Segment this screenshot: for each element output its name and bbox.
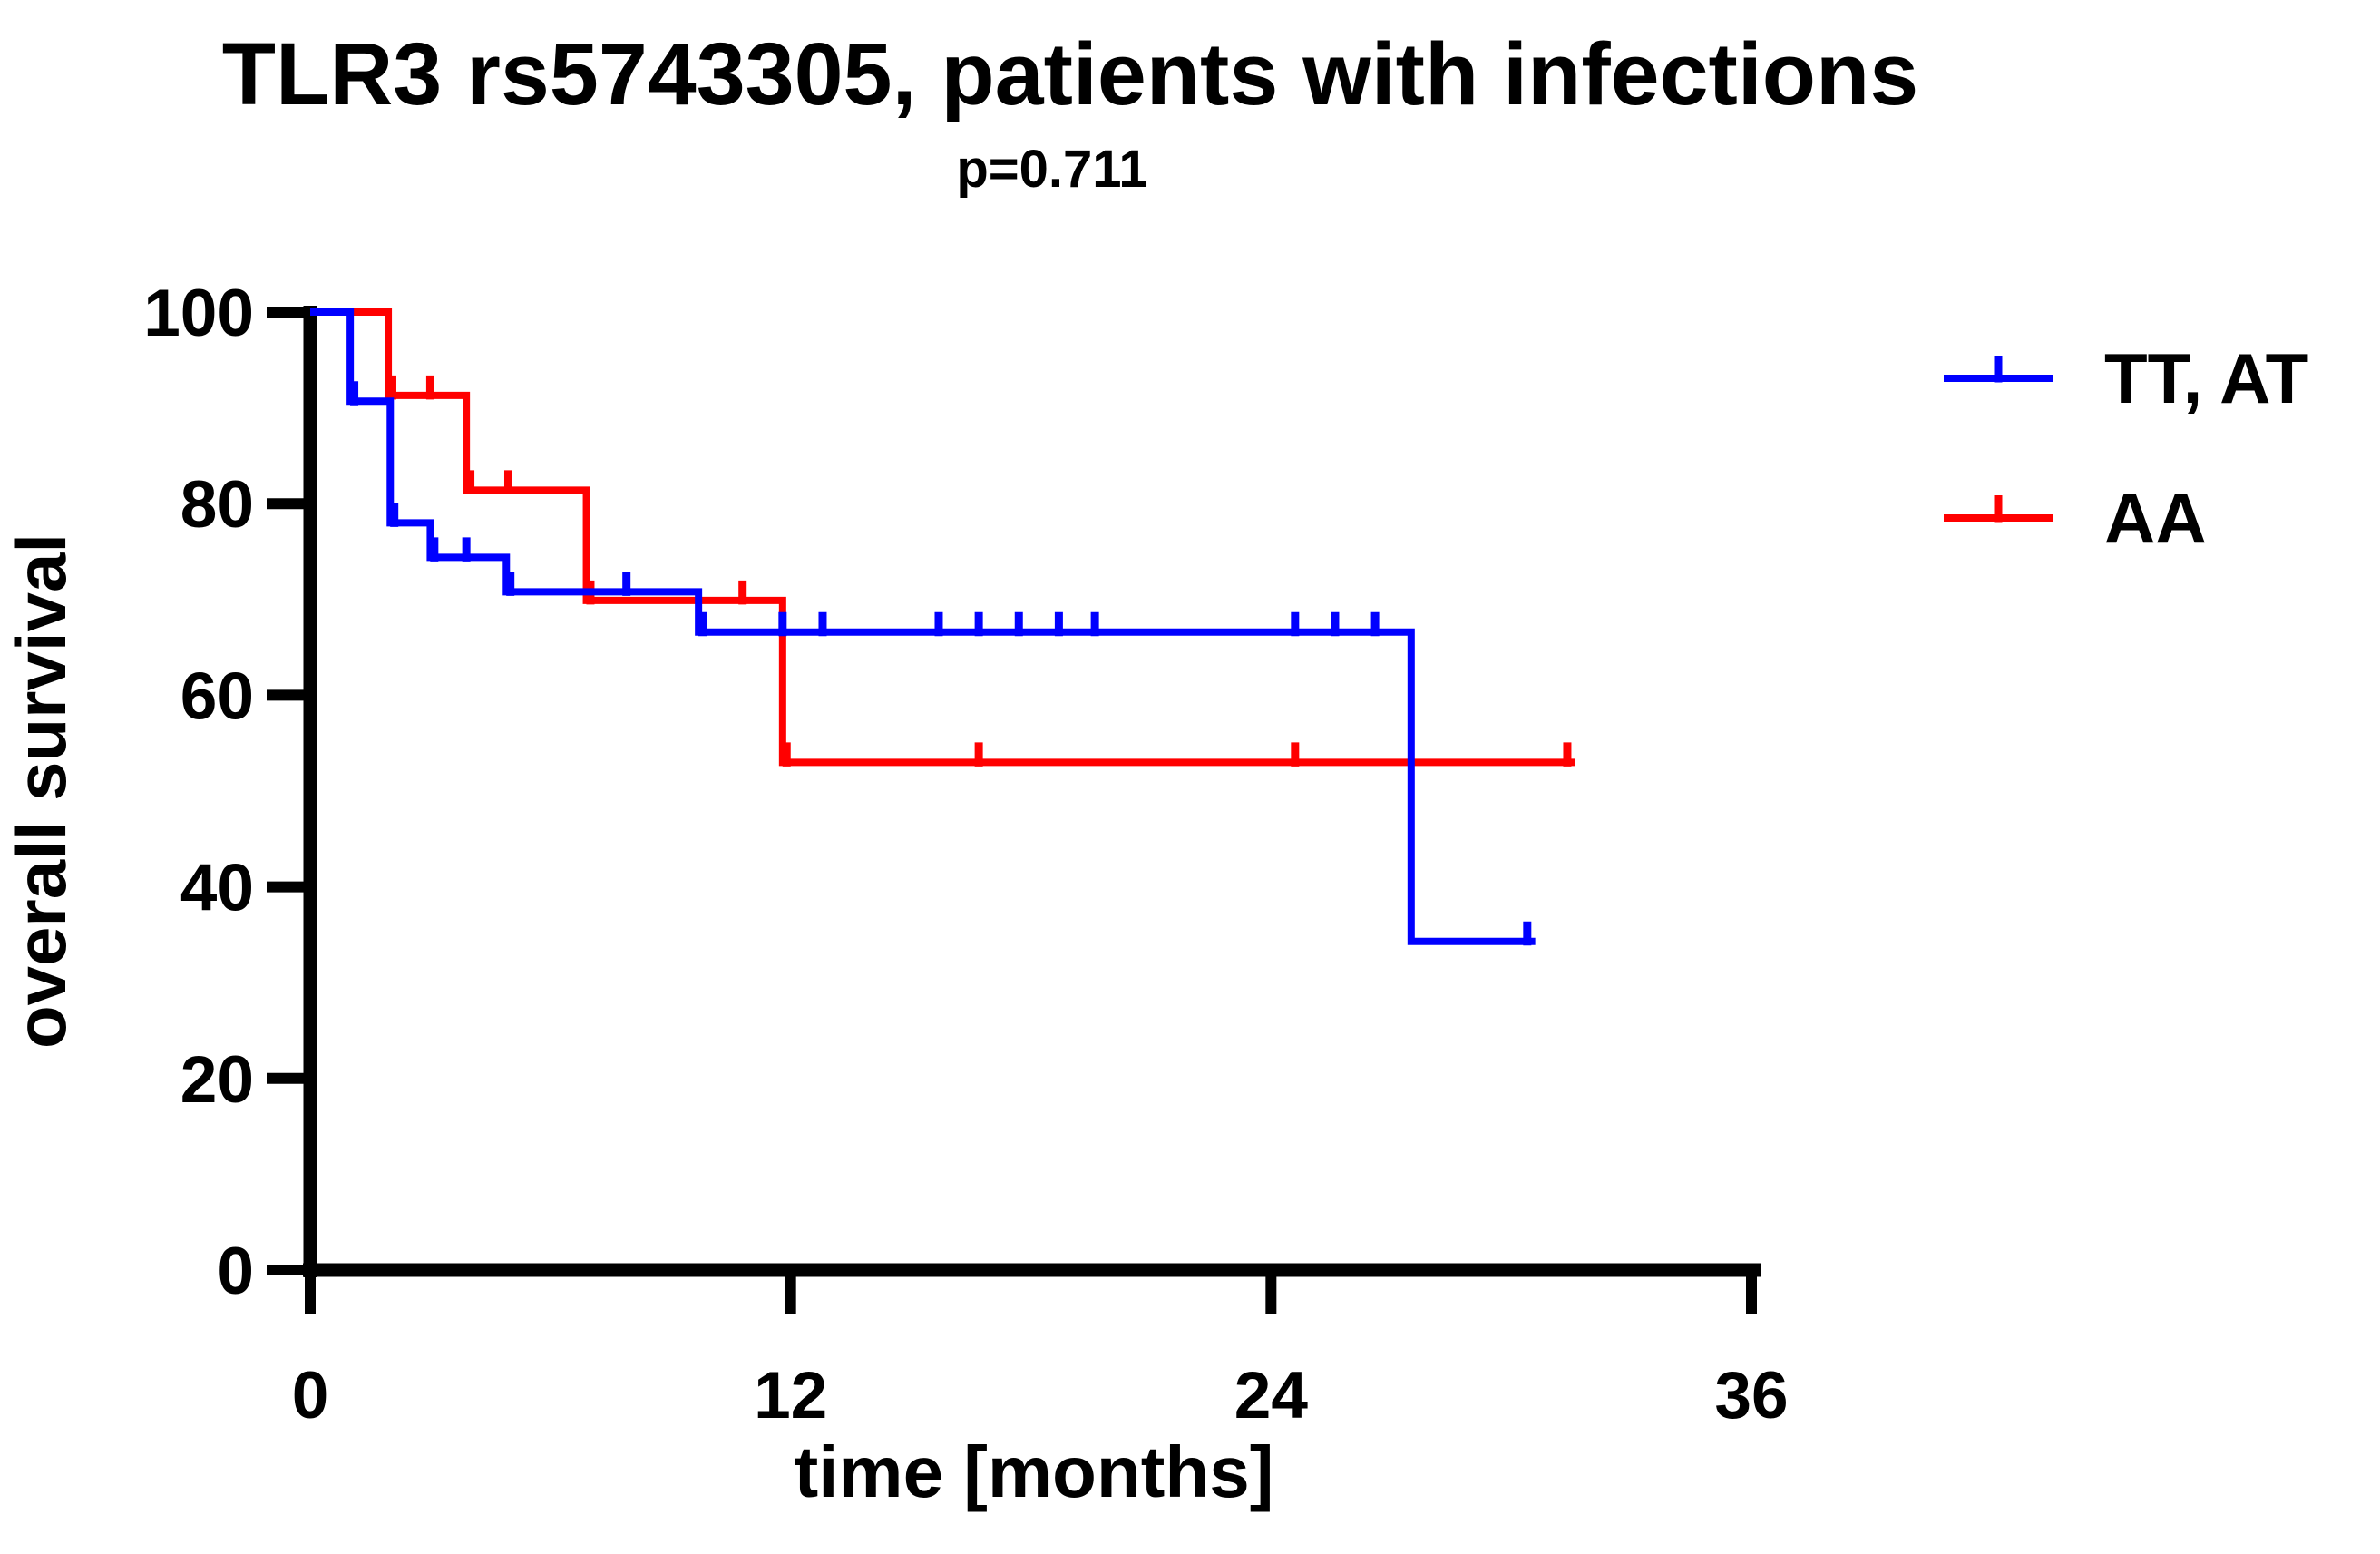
y-tick-label: 20 (180, 1043, 254, 1117)
x-axis-title: time [months] (795, 1432, 1274, 1512)
series-curves (310, 308, 1575, 946)
legend-label-tt-at: TT, AT (2104, 338, 2308, 418)
legend-label-aa: AA (2104, 478, 2207, 558)
y-tick-label: 100 (143, 277, 254, 350)
series-path-aa (310, 308, 1575, 767)
y-tick-label: 40 (180, 852, 254, 925)
series-path-tt-at (310, 308, 1536, 945)
legend-item-aa: AA (1944, 478, 2207, 558)
chart-titles: TLR3 rs5743305, patients with infections… (1, 24, 1918, 1512)
legend-item-tt-at: TT, AT (1944, 338, 2308, 418)
chart-title: TLR3 rs5743305, patients with infections (222, 24, 1919, 123)
legend: TT, AT AA (1944, 338, 2308, 558)
axes: 100 80 60 40 20 00 12 24 36 (143, 277, 1788, 1432)
y-axis-title: overall survival (1, 533, 81, 1049)
y-tick-label: 80 (180, 468, 254, 542)
x-tick-label: 36 (1714, 1359, 1788, 1432)
p-value-label: p=0.711 (956, 140, 1147, 199)
y-tick-label: 60 (180, 660, 254, 733)
y-tick-label: 0 (217, 1235, 254, 1308)
x-tick-label: 12 (754, 1359, 827, 1432)
x-tick-label: 0 (292, 1359, 329, 1432)
x-tick-label: 24 (1234, 1359, 1309, 1432)
